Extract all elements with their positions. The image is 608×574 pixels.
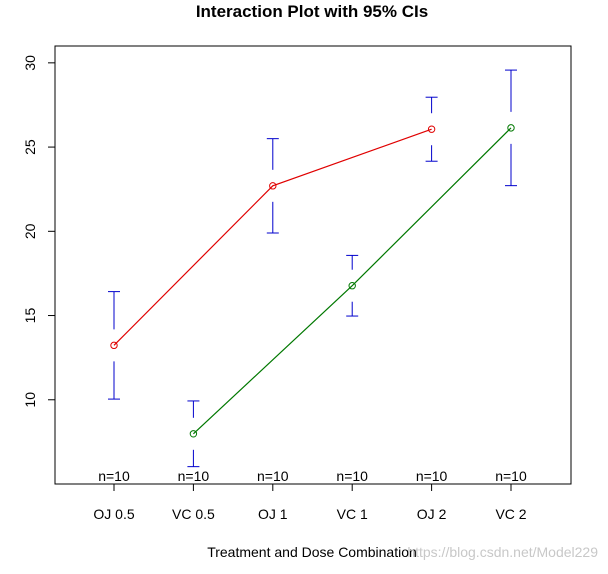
series-lines	[110, 124, 515, 438]
x-tick-label: VC 2	[495, 506, 526, 522]
series-line-oj	[113, 128, 432, 346]
y-tick-label: 25	[22, 139, 38, 155]
x-tick-label: OJ 0.5	[93, 506, 134, 522]
error-bars	[108, 69, 517, 468]
x-tick-label: OJ 2	[417, 506, 447, 522]
mean-point-oj	[269, 182, 277, 190]
chart-title: Interaction Plot with 95% CIs	[196, 2, 428, 21]
plot-frame	[54, 45, 572, 485]
mean-point-oj	[427, 125, 436, 133]
y-tick-label: 20	[22, 223, 38, 239]
y-axis: 10 15 20 25 30	[22, 55, 56, 408]
n-label: n=10	[98, 468, 130, 484]
n-label: n=10	[257, 468, 289, 484]
watermark: https://blog.csdn.net/Model229	[407, 544, 598, 560]
n-label: n=10	[495, 468, 527, 484]
n-label: n=10	[178, 468, 210, 484]
y-tick-label: 30	[22, 55, 38, 71]
mean-point-oj	[110, 341, 118, 350]
x-axis: OJ 0.5 VC 0.5 OJ 1 VC 1 OJ 2 VC 2	[93, 483, 527, 522]
mean-point-vc	[507, 124, 515, 132]
mean-point-vc	[189, 430, 198, 438]
series-line-vc	[192, 127, 512, 435]
sample-size-labels: n=10 n=10 n=10 n=10 n=10 n=10	[98, 468, 527, 484]
y-tick-label: 15	[22, 308, 38, 324]
x-tick-label: VC 0.5	[172, 506, 215, 522]
x-tick-label: VC 1	[337, 506, 368, 522]
n-label: n=10	[336, 468, 368, 484]
x-tick-label: OJ 1	[258, 506, 288, 522]
n-label: n=10	[416, 468, 448, 484]
x-axis-label: Treatment and Dose Combination	[207, 544, 417, 560]
mean-point-vc	[348, 282, 356, 290]
y-tick-label: 10	[22, 392, 38, 408]
